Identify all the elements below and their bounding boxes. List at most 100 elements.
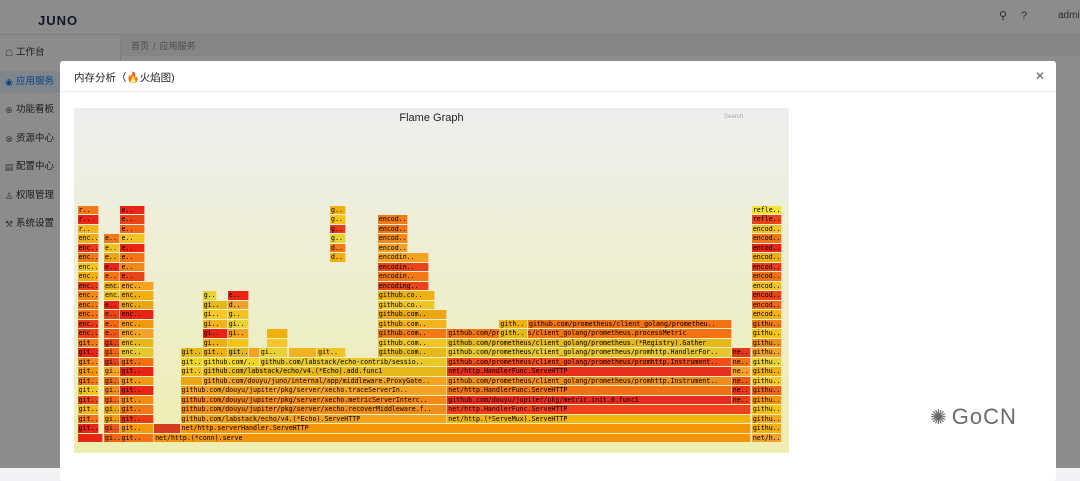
flame-frame[interactable]: encod.. [751,272,782,281]
flame-frame[interactable]: githu.. [751,319,782,328]
flame-frame[interactable]: enc.. [77,329,99,338]
flame-frame[interactable] [180,376,203,385]
flame-frame[interactable]: ne.. [731,386,752,395]
flame-frame[interactable]: github.co.. [377,300,436,309]
flame-frame[interactable]: encod.. [377,215,408,224]
flame-frame[interactable]: git.. [120,376,155,385]
sidebar-item-config[interactable]: ▤ 配置中心 [0,156,120,178]
flame-frame[interactable]: gi.. [202,310,228,319]
flame-frame[interactable]: e.. [120,262,146,271]
flame-frame[interactable]: d.. [227,300,250,309]
flame-frame[interactable]: enc.. [77,262,99,271]
flame-frame[interactable]: githu.. [751,376,782,385]
flame-frame[interactable]: net/http.serverHandler.ServeHTTP [180,424,752,433]
flame-frame[interactable]: git.. [77,376,99,385]
flame-frame[interactable]: gi.. [259,348,289,357]
flame-frame[interactable]: e.. [104,272,121,281]
flame-frame[interactable]: e.. [104,329,121,338]
sidebar-item-dashboard[interactable]: ⊕ 功能看板 [0,99,120,121]
flame-frame[interactable]: git.. [77,357,99,366]
flame-frame[interactable]: net/h.. [751,433,782,442]
flame-frame[interactable]: github.com/.. [202,357,260,366]
flame-frame[interactable]: git.. [120,395,155,404]
flame-frame[interactable]: e.. [227,291,250,300]
flame-frame[interactable]: e.. [120,272,146,281]
flame-frame[interactable]: enc.. [120,319,155,328]
breadcrumb-home[interactable]: 首页 [131,41,150,51]
flame-frame[interactable]: github.com/prometheus/client_golang/prom… [447,338,732,347]
flame-frame[interactable]: encod.. [751,253,782,262]
flame-frame[interactable]: gi.. [104,338,121,347]
flame-frame[interactable]: g.. [329,234,346,243]
flame-frame[interactable]: gi.. [104,348,121,357]
flame-frame[interactable]: net/http.HandlerFunc.ServeHTTP [447,386,732,395]
flame-frame[interactable] [227,338,250,347]
flame-frame[interactable]: encodin.. [377,253,430,262]
flame-frame[interactable]: enc.. [104,281,121,290]
flame-frame[interactable]: githu.. [751,357,782,366]
flame-frame[interactable]: github.com/douyu/jupiter/pkg/metric.init… [447,395,732,404]
flame-frame[interactable]: github.com/prometheus/client_golang/prom… [528,319,732,328]
sidebar-item-permissions[interactable]: ♙ 权限管理 [0,185,120,207]
flame-frame[interactable]: gi.. [104,357,121,366]
flame-frame[interactable]: gi.. [104,414,121,423]
flame-frame[interactable]: github.com/prometheus/client_golang/prom… [447,348,732,357]
flame-frame[interactable]: encod.. [751,224,782,233]
flame-frame[interactable]: e.. [104,319,121,328]
flame-frame[interactable]: githu.. [751,424,782,433]
flame-frame[interactable]: g.. [329,205,346,214]
flame-frame[interactable]: e.. [120,205,146,214]
flame-frame[interactable]: net/http.(*ServeMux).ServeHTTP [447,414,752,423]
flame-frame[interactable]: github.com/prometheus/client_golang/prom… [447,329,732,338]
flame-frame[interactable]: ne.. [731,395,752,404]
flame-frame[interactable]: encod.. [751,234,782,243]
flame-frame[interactable]: e.. [104,234,121,243]
flame-frame[interactable]: github.com/labstack/echo/v4.(*Echo).Serv… [180,414,448,423]
flame-frame[interactable]: e.. [120,234,146,243]
flame-frame[interactable]: gi.. [202,329,228,338]
flame-frame[interactable]: githu.. [751,367,782,376]
flame-frame[interactable]: enc.. [104,291,121,300]
sidebar-item-workspace[interactable]: ☖ 工作台 [0,42,120,64]
flame-frame[interactable]: github.com/douyu/jupiter/pkg/server/xech… [180,395,448,404]
question-icon[interactable]: ? [1020,10,1028,22]
flame-frame[interactable] [267,329,289,338]
flame-frame[interactable]: gi.. [104,395,121,404]
flame-frame[interactable]: encod.. [751,243,782,252]
flame-frame[interactable]: r.. [77,224,99,233]
flame-frame[interactable]: r.. [77,215,99,224]
flame-frame[interactable]: git.. [120,433,155,442]
flame-frame[interactable]: gi.. [104,367,121,376]
flame-frame[interactable]: gi.. [227,329,250,338]
flame-frame[interactable]: e.. [104,253,121,262]
flame-frame[interactable]: git.. [317,348,346,357]
flame-frame[interactable]: enc.. [77,272,99,281]
flame-frame[interactable]: e.. [120,215,146,224]
flame-frame[interactable]: git.. [120,357,155,366]
flame-frame[interactable]: enc.. [120,310,155,319]
flame-frame[interactable]: github.co.. [377,291,436,300]
flame-frame[interactable]: git.. [120,414,155,423]
flame-frame[interactable]: github.com/prometheus/client_golang/prom… [447,357,732,366]
flame-frame[interactable]: enc.. [77,291,99,300]
flame-frame[interactable]: enc.. [120,300,155,309]
flame-frame[interactable] [267,338,289,347]
flame-frame[interactable]: e.. [120,243,146,252]
flame-frame[interactable]: git.. [77,414,99,423]
flame-frame[interactable]: githu.. [751,386,782,395]
flame-frame[interactable]: gi.. [202,319,228,328]
flame-frame[interactable]: e.. [104,243,121,252]
flame-frame[interactable]: encoding.. [377,281,430,290]
flame-frame[interactable]: e.. [104,310,121,319]
flame-frame[interactable]: ne.. [731,357,752,366]
flame-frame[interactable]: github.com.. [377,319,448,328]
user-name[interactable]: admi [1058,10,1080,21]
flame-frame[interactable]: gith.. [499,329,529,338]
flame-frame[interactable]: gith.. [499,319,529,328]
flame-frame[interactable]: git.. [120,367,155,376]
flame-frame[interactable]: enc.. [77,319,99,328]
flame-frame[interactable]: enc.. [77,300,99,309]
flame-frame[interactable] [77,433,103,442]
flame-frame[interactable]: g.. [329,215,346,224]
flame-frame[interactable]: git.. [77,348,99,357]
